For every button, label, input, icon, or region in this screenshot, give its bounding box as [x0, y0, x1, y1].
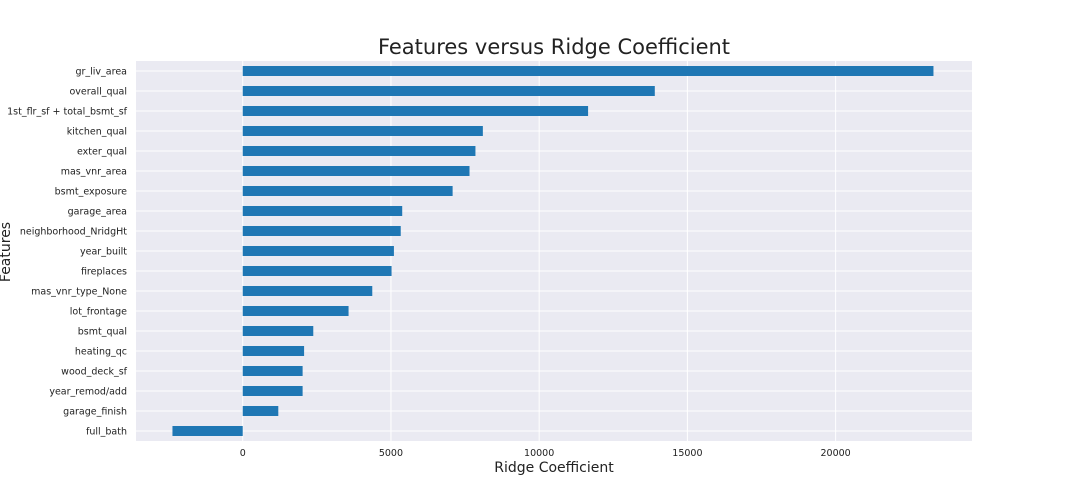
y-tick-label: bsmt_qual — [78, 327, 127, 338]
y-tick-label: wood_deck_sf — [61, 367, 127, 378]
bar-mas-vnr-type-none — [242, 286, 373, 296]
y-tick-label: mas_vnr_type_None — [31, 287, 127, 298]
y-tick-label: lot_frontage — [70, 307, 127, 318]
x-tick-label: 20000 — [821, 448, 851, 459]
y-tick-label: fireplaces — [81, 267, 127, 278]
x-tick-label: 0 — [240, 448, 246, 459]
bar-1st-flr-sf-total-bsmt-sf — [242, 106, 589, 116]
bar-wood-deck-sf — [242, 366, 303, 376]
chart-title: Features versus Ridge Coefficient — [378, 35, 730, 59]
y-tick-label: bsmt_exposure — [55, 187, 128, 198]
bar-mas-vnr-area — [242, 166, 470, 176]
x-axis-label: Ridge Coefficient — [494, 460, 614, 476]
bar-exter-qual — [242, 146, 476, 156]
y-tick-label: year_remod/add — [49, 387, 127, 398]
bars — [172, 66, 934, 436]
y-tick-label: full_bath — [86, 427, 127, 438]
bar-garage-area — [242, 206, 403, 216]
y-tick-label: gr_liv_area — [75, 67, 127, 78]
bar-kitchen-qual — [242, 126, 483, 136]
y-tick-label: 1st_flr_sf + total_bsmt_sf — [7, 107, 128, 118]
y-tick-label: overall_qual — [69, 87, 127, 98]
bar-year-built — [242, 246, 394, 256]
y-tick-label: garage_area — [68, 207, 127, 218]
bar-year-remod-add — [242, 386, 303, 396]
bar-heating-qc — [242, 346, 305, 356]
y-tick-label: mas_vnr_area — [61, 167, 127, 178]
y-tick-label: garage_finish — [63, 407, 127, 418]
bar-full-bath — [172, 426, 243, 436]
y-tick-label: kitchen_qual — [67, 127, 127, 138]
bar-neighborhood-nridght — [242, 226, 401, 236]
bar-overall-qual — [242, 86, 655, 96]
x-tick-label: 5000 — [379, 448, 403, 459]
bar-gr-liv-area — [242, 66, 934, 76]
x-tick-label: 10000 — [524, 448, 554, 459]
bar-fireplaces — [242, 266, 392, 276]
bar-lot-frontage — [242, 306, 349, 316]
bar-bsmt-qual — [242, 326, 314, 336]
y-tick-labels: gr_liv_area overall_qual 1st_flr_sf + tota… — [7, 67, 128, 438]
bar-bsmt-exposure — [242, 186, 453, 196]
y-tick-label: neighborhood_NridgHt — [20, 227, 127, 238]
y-axis-label: Features — [0, 222, 14, 282]
bar-garage-finish — [242, 406, 279, 416]
y-tick-label: year_built — [80, 247, 127, 258]
x-tick-labels: 0 5000 10000 15000 20000 — [240, 448, 851, 459]
y-tick-label: exter_qual — [77, 147, 127, 158]
y-tick-label: heating_qc — [75, 347, 127, 358]
x-tick-label: 15000 — [672, 448, 702, 459]
